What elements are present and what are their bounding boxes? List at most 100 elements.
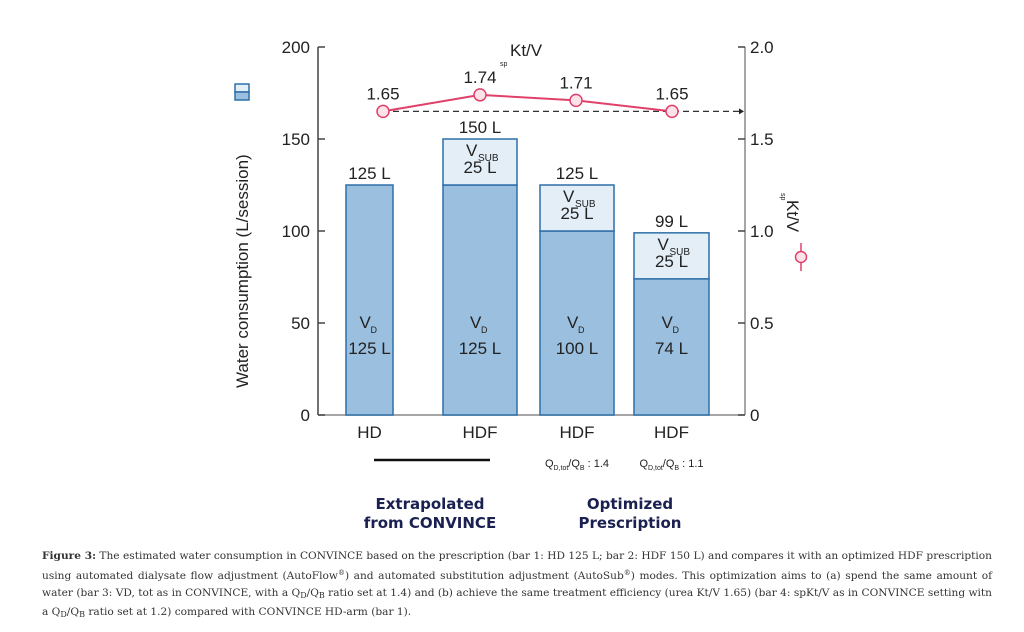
caption-text: The estimated water consumption in CONVI…: [42, 550, 992, 582]
bar-vd: [345, 184, 394, 416]
right-tick-label: 0: [750, 406, 759, 425]
vsub-label: V: [466, 141, 478, 160]
bar-vsub: [633, 232, 710, 280]
vd-label: V: [662, 313, 674, 332]
left-tick-label: 50: [291, 314, 310, 333]
vd-subscript: D: [578, 325, 585, 335]
subscript: B: [318, 591, 325, 600]
vd-value-label: 74 L: [655, 339, 688, 358]
x-sublabel: QD,tot/QB : 1.4: [545, 458, 609, 472]
bar-legend-icon: [234, 83, 250, 101]
sp-ktv-value-label: 1.74: [463, 68, 496, 87]
x-sublabel-part: : 1.1: [679, 458, 703, 470]
vd-label: V: [470, 313, 482, 332]
bar-vd: [442, 184, 518, 416]
vsub-label: V: [563, 187, 575, 206]
vd-value-label: 125 L: [459, 339, 502, 358]
x-sublabel-part: Q: [639, 458, 648, 470]
caption-text: /Q: [306, 587, 319, 599]
x-tick-label: HDF: [654, 423, 689, 442]
chart-title: sp Kt/V: [500, 41, 543, 68]
bar-total-label: 125 L: [556, 164, 599, 183]
vd-subscript: D: [481, 325, 488, 335]
sp-ktv-polyline: [382, 93, 673, 113]
sp-ktv-marker: [569, 93, 583, 108]
sp-ktv-marker: [665, 104, 679, 119]
caption-text: ratio set at 1.4) and (b) achieve the sa…: [42, 587, 993, 618]
group-label-line: from CONVINCE: [363, 514, 497, 532]
x-sublabel: QD,tot/QB : 1.1: [639, 458, 703, 472]
bar-vsub: [442, 138, 518, 186]
x-sublabel-part: Q: [545, 458, 554, 470]
x-sublabel-subscript: D,tot: [554, 465, 569, 472]
vd-label: V: [567, 313, 579, 332]
bar-total-label: 99 L: [655, 212, 688, 231]
bar-total-label: 150 L: [459, 118, 502, 137]
x-sublabel-part: /Q: [568, 458, 580, 470]
sp-ktv-marker: [473, 88, 487, 102]
bar-total-label: 125 L: [348, 164, 391, 183]
vd-subscript: D: [371, 325, 378, 335]
left-tick-label: 0: [301, 406, 310, 425]
sp-ktv-value-label: 1.65: [655, 84, 688, 103]
group-label-extrapolated: Extrapolated from CONVINCE: [340, 495, 520, 533]
vsub-value-label: 25 L: [560, 204, 593, 223]
vd-label: V: [360, 313, 372, 332]
svg-text:Kt/V: Kt/V: [510, 41, 543, 60]
registered-mark: ®: [337, 569, 345, 577]
figure-caption: Figure 3: The estimated water consumptio…: [42, 548, 992, 623]
group-label-line: Prescription: [578, 514, 682, 532]
right-y-axis: 0 0.5 1.0 1.5 2.0: [738, 38, 774, 425]
group-label-line: Optimized: [586, 495, 674, 513]
vd-value-label: 125 L: [348, 339, 391, 358]
reference-arrow-icon: [739, 108, 744, 115]
svg-text:sp: sp: [500, 61, 508, 68]
sp-ktv-value-label: 1.65: [366, 84, 399, 103]
caption-text: /Q: [66, 606, 80, 618]
left-axis-title: Water consumption (L/session): [233, 154, 252, 388]
left-tick-label: 100: [282, 222, 310, 241]
group-label-line: Extrapolated: [375, 495, 485, 513]
right-tick-label: 1.0: [750, 222, 774, 241]
sp-ktv-value-label: 1.71: [559, 73, 592, 92]
x-sublabel-part: : 1.4: [585, 458, 609, 470]
right-tick-label: 1.5: [750, 130, 774, 149]
left-tick-label: 150: [282, 130, 310, 149]
right-tick-label: 2.0: [750, 38, 774, 57]
vsub-subscript: SUB: [478, 153, 499, 164]
sp-ktv-line: 1.65 1.74 1.71 1.65: [366, 68, 744, 119]
vsub-label: V: [658, 235, 670, 254]
subscript: B: [79, 610, 85, 619]
svg-text:sp: sp: [779, 193, 786, 201]
right-axis-title: sp Kt/V: [779, 193, 802, 233]
vsub-subscript: SUB: [670, 247, 691, 258]
vd-subscript: D: [673, 325, 680, 335]
x-sublabel-subscript: B: [580, 465, 585, 472]
subscript: D: [300, 591, 307, 600]
right-axis-legend-marker-icon: [794, 243, 808, 271]
registered-mark: ®: [623, 569, 631, 577]
caption-text: ) modes. This optimization aims to (a) s…: [42, 570, 993, 599]
right-tick-label: 0.5: [750, 314, 774, 333]
sp-ktv-marker: [376, 104, 390, 119]
subscript: D: [60, 610, 67, 619]
x-tick-label: HDF: [463, 423, 498, 442]
figure-label: Figure 3:: [42, 550, 96, 562]
svg-text:Kt/V: Kt/V: [783, 200, 802, 233]
vsub-value-label: 25 L: [463, 158, 496, 177]
x-tick-label: HD: [357, 423, 382, 442]
group-label-optimized: Optimized Prescription: [545, 495, 715, 533]
x-sublabel-subscript: B: [674, 465, 679, 472]
left-tick-label: 200: [282, 38, 310, 57]
caption-text: ratio set at 1.2) compared with CONVINCE…: [84, 606, 412, 618]
vsub-value-label: 25 L: [655, 252, 688, 271]
vsub-subscript: SUB: [575, 199, 596, 210]
bar-vsub: [539, 184, 615, 232]
x-tick-label: HDF: [560, 423, 595, 442]
x-sublabel-subscript: D,tot: [648, 465, 663, 472]
x-sublabel-part: /Q: [663, 458, 675, 470]
vd-value-label: 100 L: [556, 339, 599, 358]
